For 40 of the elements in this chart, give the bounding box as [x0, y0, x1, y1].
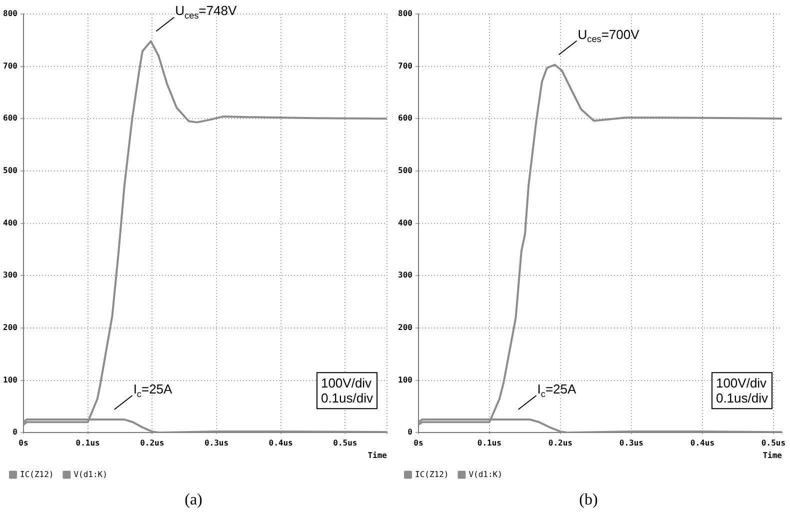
x-tick-label: 0.3us — [204, 438, 229, 448]
annotation: 100V/div 0.1us/div — [320, 376, 374, 406]
y-tick-label: 500 — [398, 166, 413, 176]
y-tick-label: 700 — [398, 61, 413, 70]
text: (a) — [184, 492, 202, 509]
x-tick-label: 0s — [18, 438, 28, 448]
y-tick-label: 300 — [398, 270, 413, 280]
y-tick-label: 600 — [2, 114, 18, 123]
y-tick-label: 500 — [2, 166, 18, 176]
y-tick-label: 600 — [398, 114, 413, 123]
x-tick-label: 0.3us — [619, 438, 644, 448]
legend-label: V(d1:K) — [74, 470, 108, 479]
text: (b) — [579, 492, 598, 509]
x-tick-label: 0.4us — [690, 438, 715, 448]
x-tick-label: 0.1us — [477, 438, 502, 448]
x-axis-title: Time — [762, 451, 782, 460]
y-tick-label: 200 — [398, 323, 413, 332]
y-tick-label: 800 — [398, 9, 413, 18]
x-tick-label: 0.2us — [548, 438, 573, 448]
legend-label: IC(Z12) — [20, 470, 54, 479]
x-tick-label: 0.5us — [761, 438, 786, 448]
y-tick-label: 300 — [2, 270, 18, 280]
legend-label: V(d1:K) — [468, 470, 502, 479]
y-tick-label: 0 — [12, 428, 18, 437]
y-tick-label: 100 — [398, 375, 413, 384]
y-tick-label: 0 — [408, 428, 413, 437]
y-tick-label: 100 — [2, 375, 18, 384]
legend-label: IC(Z12) — [415, 470, 449, 479]
x-axis-title: Time — [368, 451, 388, 460]
y-tick-label: 200 — [2, 323, 18, 332]
y-tick-label: 800 — [2, 9, 18, 18]
x-tick-label: 0s — [414, 438, 424, 448]
annotation: 100V/div 0.1us/div — [716, 376, 768, 406]
y-tick-label: 400 — [2, 218, 18, 228]
x-tick-label: 0.1us — [76, 438, 100, 448]
x-tick-label: 0.5us — [333, 438, 358, 448]
y-tick-label: 700 — [2, 61, 18, 70]
x-tick-label: 0.4us — [268, 438, 294, 448]
x-tick-label: 0.2us — [140, 438, 164, 448]
y-tick-label: 400 — [398, 218, 413, 228]
